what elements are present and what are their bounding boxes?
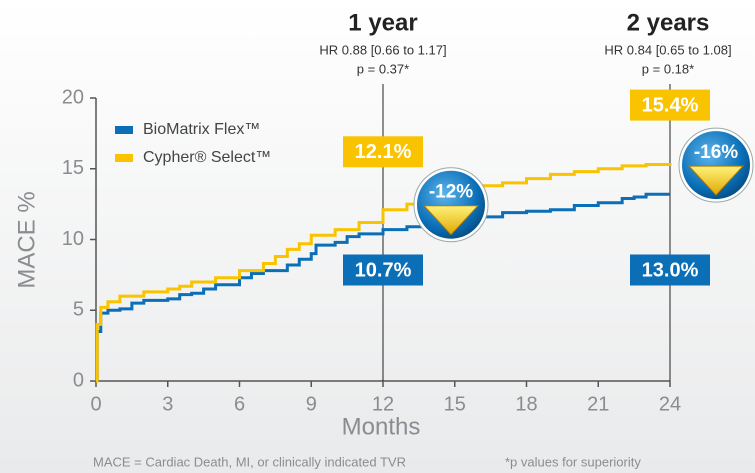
value-label: 15.4% (642, 94, 699, 116)
x-tick-label: 18 (515, 393, 537, 415)
callout-title: 2 years (627, 9, 710, 36)
x-tick-label: 3 (162, 393, 173, 415)
value-label: 13.0% (642, 259, 699, 281)
value-box (630, 89, 710, 121)
x-axis-label: Months (342, 413, 421, 440)
footnote: MACE = Cardiac Death, MI, or clinically … (93, 454, 406, 469)
y-tick-label: 0 (73, 369, 84, 391)
series-line (95, 192, 670, 383)
y-tick-label: 20 (62, 86, 84, 108)
x-tick-label: 12 (372, 393, 394, 415)
badge-arrow (687, 165, 745, 196)
legend-swatch (115, 154, 133, 162)
callout-title: 1 year (348, 9, 417, 36)
callout-p: p = 0.37* (357, 61, 409, 76)
value-label: 10.7% (355, 259, 412, 281)
badge-arrow (422, 205, 480, 236)
badge-circle (417, 170, 485, 239)
callout-p: p = 0.18* (642, 61, 694, 76)
y-axis-label: MACE % (13, 191, 40, 288)
callout-hr: HR 0.88 [0.66 to 1.17] (319, 42, 446, 57)
y-tick-label: 15 (62, 157, 84, 179)
x-tick-label: 0 (90, 393, 101, 415)
y-tick-label: 10 (62, 228, 84, 250)
callout-hr: HR 0.84 [0.65 to 1.08] (604, 42, 731, 57)
x-tick-label: 9 (306, 393, 317, 415)
badge-label: -12% (429, 182, 473, 203)
legend-label: Cypher® Select™ (143, 149, 271, 166)
series-line (95, 163, 672, 383)
x-tick-label: 21 (587, 393, 609, 415)
value-box (343, 254, 423, 286)
value-box (343, 136, 423, 168)
legend-label: BioMatrix Flex™ (143, 121, 260, 138)
value-box (630, 254, 710, 286)
legend-swatch (115, 126, 133, 134)
y-tick-label: 5 (73, 299, 84, 321)
x-tick-label: 15 (444, 393, 466, 415)
reduction-badge (413, 167, 489, 243)
x-tick-label: 24 (659, 393, 681, 415)
footnote: *p values for superiority (505, 454, 641, 469)
x-tick-label: 6 (234, 393, 245, 415)
value-label: 12.1% (355, 141, 412, 163)
reduction-badge (678, 127, 754, 203)
badge-circle (682, 131, 750, 200)
badge-label: -16% (694, 142, 738, 163)
